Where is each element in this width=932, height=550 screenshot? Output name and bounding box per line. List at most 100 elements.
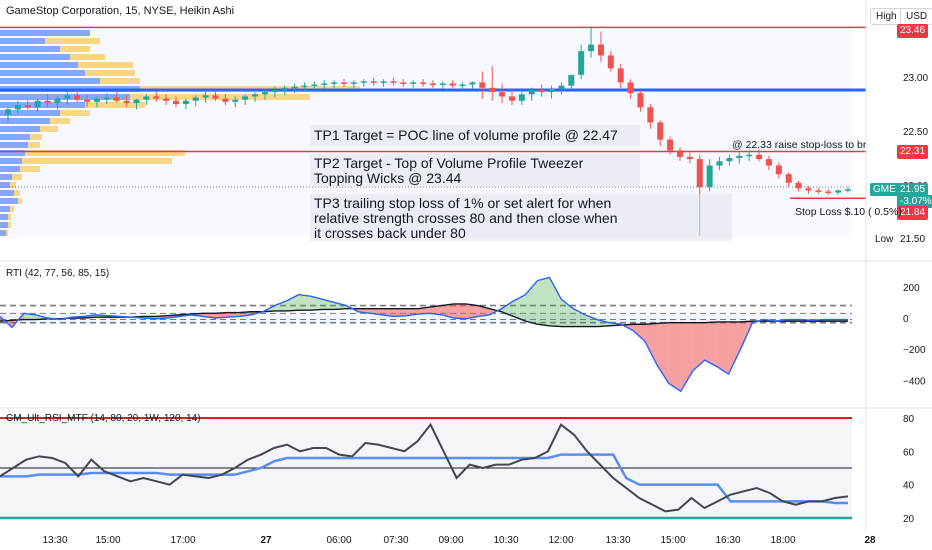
time-tick-label: 28 — [864, 535, 876, 546]
candle-body — [370, 81, 377, 83]
candle-body — [726, 158, 733, 162]
tp1-note: TP1 Target = POC line of volume profile … — [314, 127, 618, 143]
profile-bar — [60, 46, 90, 52]
candle-body — [439, 83, 446, 85]
candle-body — [657, 122, 664, 140]
high-button[interactable]: High — [870, 8, 903, 25]
candle-body — [173, 100, 179, 104]
rsi-mtf-line — [0, 453, 848, 505]
candle-body — [64, 95, 71, 99]
price-tick-label: 22.50 — [903, 127, 928, 138]
candle-body — [153, 96, 160, 99]
profile-bar — [20, 166, 40, 172]
candle-body — [44, 100, 51, 103]
profile-bar — [100, 78, 140, 84]
candle-body — [350, 82, 357, 84]
rsi-tick-label: 80 — [903, 414, 915, 425]
rti-line — [0, 276, 848, 393]
candle-body — [746, 154, 753, 157]
candle-body — [825, 191, 832, 193]
profile-bar — [12, 174, 22, 180]
profile-bar — [40, 126, 58, 132]
rti-bear-fill — [668, 322, 681, 392]
profile-bar — [0, 150, 25, 156]
candle-body — [202, 95, 209, 98]
profile-bar — [0, 214, 8, 220]
rti-bear-fill — [465, 303, 478, 319]
tp1-box — [310, 125, 640, 146]
candle-body — [459, 84, 466, 87]
candle-body — [291, 86, 298, 89]
candle-body — [133, 99, 140, 103]
candle-body — [54, 98, 61, 103]
tp3-note-line3: it crosses back under 80 — [314, 225, 466, 241]
rsi-line — [0, 422, 849, 513]
low-value: 21.50 — [897, 233, 929, 247]
candle-body — [518, 94, 525, 101]
profile-bar — [0, 54, 70, 60]
rti-bull-fill — [310, 296, 323, 311]
profile-bar — [0, 222, 8, 228]
candle-body — [24, 105, 31, 108]
candle-body — [281, 87, 288, 90]
candle-body — [469, 82, 476, 85]
profile-bar — [0, 46, 60, 52]
candle-body — [192, 97, 199, 101]
rti-bear-fill — [716, 321, 729, 375]
stop-loss-note: Stop Loss $.10 ( 0.5%) — [795, 206, 902, 218]
candle-body — [232, 99, 239, 102]
profile-bar — [70, 54, 105, 60]
time-tick-label: 27 — [260, 535, 272, 546]
rti-bear-fill — [429, 305, 442, 315]
profile-bar — [10, 206, 14, 212]
time-tick-label: 15:00 — [95, 535, 120, 546]
profile-bar — [22, 158, 172, 164]
profile-bar — [0, 30, 90, 36]
candle-body — [716, 161, 723, 166]
candle-body — [509, 96, 515, 101]
time-tick-label: 18:00 — [770, 535, 795, 546]
rti-bull-fill — [561, 299, 574, 327]
profile-bar — [0, 174, 12, 180]
tp2-note-line2: Topping Wicks @ 23.44 — [314, 170, 462, 186]
rti-tick-label: −200 — [903, 345, 926, 356]
candle-body — [627, 82, 634, 94]
rti-bear-fill — [453, 303, 466, 319]
rti-bear-fill — [680, 322, 693, 392]
rti-bear-fill — [358, 308, 371, 314]
tp2-note-line1: TP2 Target - Top of Volume Profile Tweez… — [314, 155, 584, 171]
profile-bar — [130, 94, 310, 100]
price-tick-label: 23.00 — [903, 73, 928, 84]
profile-bar — [0, 134, 30, 140]
currency-button[interactable]: USD — [900, 8, 932, 25]
candle-body — [261, 92, 268, 95]
candle-body — [420, 82, 427, 84]
candle-body — [499, 92, 506, 97]
profile-bar — [0, 62, 78, 68]
candle-body — [686, 156, 693, 160]
price-tag-top: 23.46 — [897, 24, 929, 38]
profile-bar — [0, 110, 60, 116]
rsi-title: CM_Ult_RSI_MTF (14, 80, 20, 1W, 120, 14) — [6, 413, 201, 424]
candle-body — [182, 100, 189, 104]
gme-change-tag: -3.07% — [897, 195, 932, 208]
profile-bar — [0, 102, 85, 108]
candle-body — [647, 107, 654, 123]
candle-body — [84, 99, 91, 102]
rti-bull-fill — [585, 314, 598, 327]
rti-bear-fill — [692, 322, 705, 372]
candle-body — [163, 98, 170, 101]
candle-body — [696, 159, 703, 188]
rti-bull-fill — [274, 300, 287, 311]
candle-body — [321, 83, 328, 85]
profile-bar — [78, 62, 133, 68]
candle-body — [331, 82, 338, 84]
candle-body — [113, 97, 120, 101]
candle-body — [74, 95, 81, 100]
tp3-note-line2: relative strength crosses 80 and then cl… — [314, 210, 618, 226]
rsi-tick-label: 40 — [903, 481, 915, 492]
rsi-pane — [0, 417, 852, 520]
breakeven-note: @ 22.33 raise stop-loss to break even — [732, 139, 866, 151]
candle-body — [815, 190, 822, 192]
